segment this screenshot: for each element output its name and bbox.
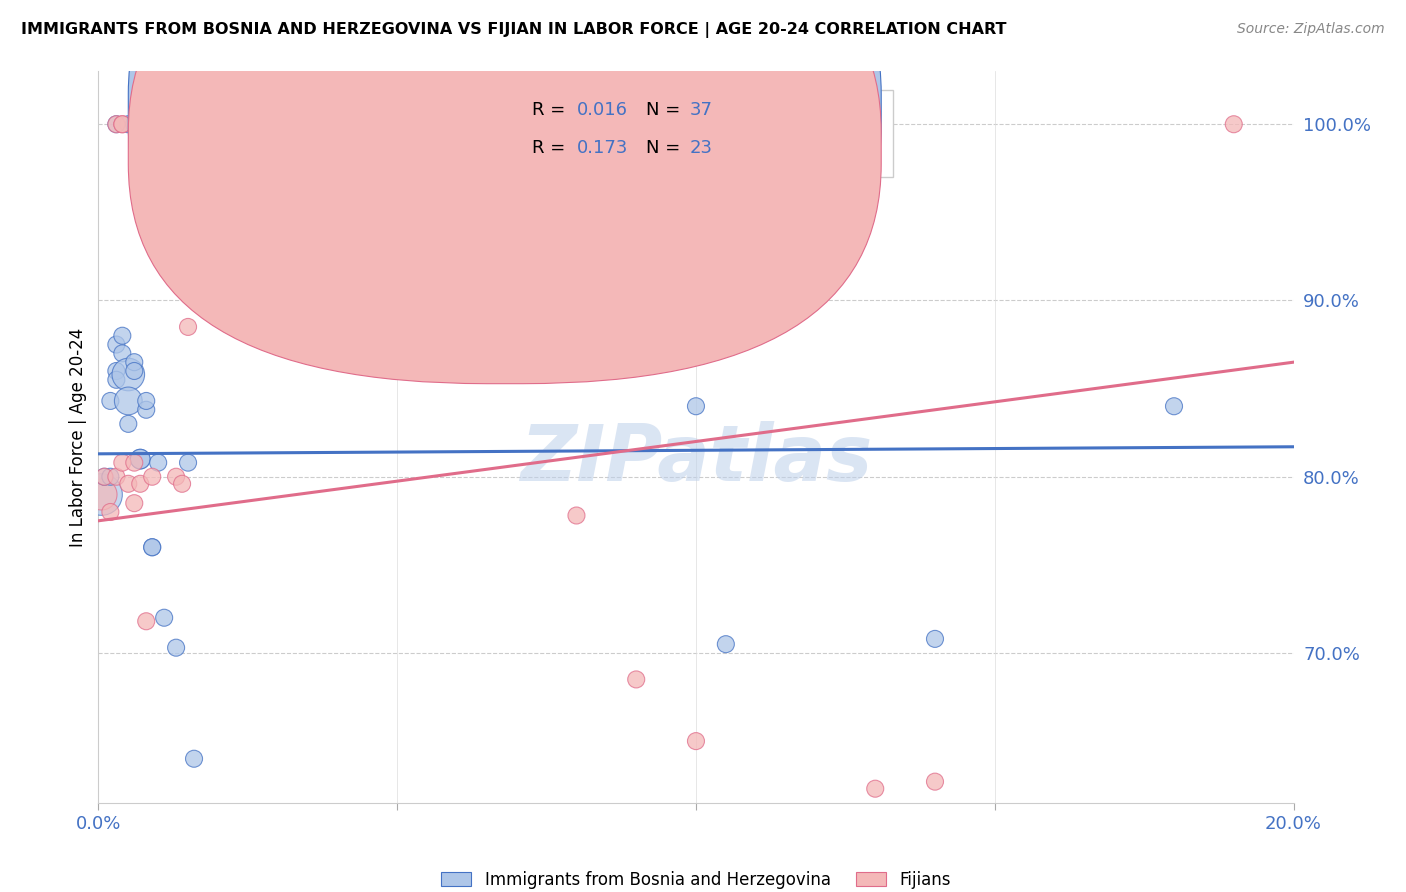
Point [165,469,187,483]
Point [117,117,139,131]
Text: N =: N = [645,101,686,119]
FancyBboxPatch shape [128,0,882,384]
Point [714,637,737,651]
Point [111,346,134,360]
Point [924,632,946,646]
Point [124,364,146,378]
Text: 0.016: 0.016 [576,101,627,119]
Point [105,117,128,131]
Point [177,320,200,334]
Text: Source: ZipAtlas.com: Source: ZipAtlas.com [1237,22,1385,37]
Point [141,540,163,554]
Text: ZIPatlas: ZIPatlas [520,421,872,497]
Point [98,505,122,519]
Text: R =: R = [533,101,571,119]
Point [111,328,134,343]
Point [685,399,707,413]
Point [117,417,139,431]
Point [135,393,157,408]
Point [626,673,648,687]
Point [111,117,134,131]
Point [865,781,887,796]
Y-axis label: In Labor Force | Age 20-24: In Labor Force | Age 20-24 [69,327,87,547]
FancyBboxPatch shape [128,0,882,345]
Point [124,355,146,369]
Point [148,456,170,470]
Point [105,337,128,351]
Point [183,752,205,766]
Point [117,393,139,408]
Point [93,469,115,483]
Point [105,373,128,387]
Point [124,117,146,131]
Text: 0.173: 0.173 [576,139,628,157]
Point [105,364,128,378]
Point [124,117,146,131]
Point [141,469,163,483]
Point [124,496,146,510]
Point [93,469,115,483]
Point [1223,117,1246,131]
Point [90,487,112,501]
Text: N =: N = [645,139,686,157]
Bar [475,90,893,178]
Point [177,456,200,470]
Text: R =: R = [533,139,571,157]
Point [117,368,139,382]
Text: 23: 23 [690,139,713,157]
Point [105,469,128,483]
Point [1163,399,1185,413]
Point [565,508,588,523]
Point [98,393,122,408]
Point [135,614,157,628]
Point [124,456,146,470]
Point [475,258,498,272]
Legend: Immigrants from Bosnia and Herzegovina, Fijians: Immigrants from Bosnia and Herzegovina, … [433,863,959,892]
Point [90,487,112,501]
Point [141,540,163,554]
Point [111,117,134,131]
Point [135,402,157,417]
Text: IMMIGRANTS FROM BOSNIA AND HERZEGOVINA VS FIJIAN IN LABOR FORCE | AGE 20-24 CORR: IMMIGRANTS FROM BOSNIA AND HERZEGOVINA V… [21,22,1007,38]
Point [129,452,152,467]
Point [165,640,187,655]
Point [111,456,134,470]
Point [475,241,498,255]
Point [129,117,152,131]
Point [685,734,707,748]
Point [117,476,139,491]
Text: 37: 37 [690,101,713,119]
Point [153,611,176,625]
Point [172,476,194,491]
Point [98,469,122,483]
Point [129,452,152,467]
Point [129,476,152,491]
Point [924,774,946,789]
Point [105,117,128,131]
